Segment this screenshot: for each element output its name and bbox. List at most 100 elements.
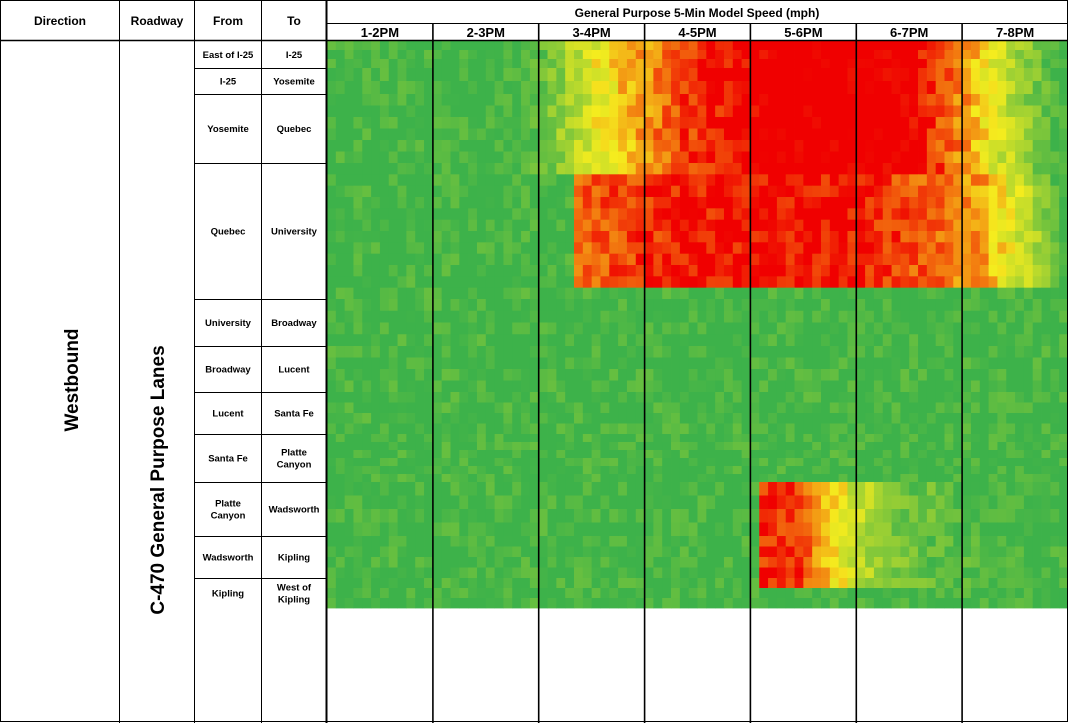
heatmap-cell bbox=[1059, 265, 1068, 277]
heatmap-cell bbox=[397, 242, 407, 255]
heatmap-cell bbox=[970, 50, 981, 60]
heatmap-cell bbox=[415, 219, 425, 232]
heatmap-cell bbox=[353, 322, 363, 335]
heatmap-cell bbox=[424, 322, 434, 335]
heatmap-cell bbox=[512, 450, 522, 459]
heatmap-cell bbox=[785, 105, 795, 118]
heatmap-cell bbox=[882, 310, 892, 323]
heatmap-cell bbox=[565, 128, 575, 141]
heatmap-cell bbox=[353, 402, 363, 414]
heatmap-cell bbox=[759, 509, 769, 523]
heatmap-cell bbox=[459, 522, 469, 537]
heatmap-cell bbox=[397, 557, 407, 568]
heatmap-cell bbox=[468, 117, 478, 129]
heatmap-cell bbox=[494, 322, 504, 335]
heatmap-cell bbox=[882, 450, 892, 459]
heatmap-cell bbox=[609, 128, 619, 141]
heatmap-cell bbox=[609, 253, 619, 266]
heatmap-cell bbox=[582, 546, 593, 558]
heatmap-cell bbox=[750, 450, 760, 459]
heatmap-cell bbox=[406, 50, 416, 60]
heatmap-cell bbox=[953, 578, 963, 589]
heatmap-cell bbox=[715, 140, 725, 152]
heatmap-cell bbox=[803, 151, 813, 164]
heatmap-cell bbox=[706, 242, 716, 255]
heatmap-cell bbox=[997, 413, 1007, 424]
heatmap-cell bbox=[829, 105, 840, 118]
heatmap-cell bbox=[618, 588, 628, 599]
heatmap-cell bbox=[397, 287, 407, 300]
heatmap-cell bbox=[388, 322, 398, 335]
heatmap-cell bbox=[379, 151, 390, 164]
heatmap-cell bbox=[626, 334, 637, 347]
heatmap-cell bbox=[379, 50, 390, 60]
heatmap-cell bbox=[926, 578, 937, 589]
heatmap-cell bbox=[891, 567, 901, 579]
heatmap-cell bbox=[776, 482, 787, 496]
heatmap-cell bbox=[979, 434, 990, 443]
heatmap-cell bbox=[856, 546, 866, 558]
heatmap-cell bbox=[653, 322, 663, 335]
heatmap-cell bbox=[873, 208, 884, 221]
heatmap-cell bbox=[900, 357, 910, 370]
heatmap-cell bbox=[882, 287, 892, 300]
heatmap-cell bbox=[1059, 380, 1068, 393]
heatmap-cell bbox=[1015, 41, 1025, 51]
heatmap-cell bbox=[732, 466, 743, 475]
heatmap-cell bbox=[547, 151, 557, 164]
heatmap-cell bbox=[450, 174, 460, 187]
heatmap-cell bbox=[1050, 287, 1060, 300]
heatmap-cell bbox=[379, 287, 390, 300]
heatmap-cell bbox=[723, 151, 734, 164]
heatmap-cell bbox=[362, 357, 372, 370]
heatmap-cell bbox=[1041, 41, 1051, 51]
heatmap-cell bbox=[679, 442, 690, 451]
heatmap-cell bbox=[626, 546, 637, 558]
heatmap-cell bbox=[759, 105, 769, 118]
heatmap-cell bbox=[424, 253, 434, 266]
heatmap-cell bbox=[379, 434, 390, 443]
heatmap-cell bbox=[591, 105, 601, 118]
heatmap-cell bbox=[1023, 151, 1034, 164]
heatmap-cell bbox=[353, 442, 363, 451]
heatmap-cell bbox=[1059, 81, 1068, 95]
heatmap-cell bbox=[679, 50, 690, 60]
heatmap-cell bbox=[794, 276, 804, 289]
heatmap-cell bbox=[476, 392, 487, 403]
heatmap-cell bbox=[371, 522, 381, 537]
heatmap-cell bbox=[900, 197, 910, 209]
heatmap-cell bbox=[327, 474, 337, 483]
heatmap-cell bbox=[547, 578, 557, 589]
heatmap-cell bbox=[327, 458, 337, 467]
heatmap-cell bbox=[847, 140, 857, 152]
heatmap-cell bbox=[600, 117, 610, 129]
heatmap-cell bbox=[944, 588, 954, 599]
heatmap-cell bbox=[450, 434, 460, 443]
heatmap-cell bbox=[785, 495, 795, 510]
heatmap-cell bbox=[512, 276, 522, 289]
heatmap-cell bbox=[829, 546, 840, 558]
heatmap-cell bbox=[1006, 163, 1016, 175]
heatmap-cell bbox=[1015, 94, 1025, 106]
heatmap-cell bbox=[635, 466, 645, 475]
heatmap-cell bbox=[521, 41, 531, 51]
heatmap-cell bbox=[882, 546, 892, 558]
heatmap-cell bbox=[574, 174, 584, 187]
heatmap-cell bbox=[521, 287, 531, 300]
heatmap-cell bbox=[450, 59, 460, 69]
heatmap-cell bbox=[538, 59, 548, 69]
heatmap-cell bbox=[653, 588, 663, 599]
heatmap-cell bbox=[556, 495, 566, 510]
heatmap-cell bbox=[344, 231, 354, 243]
heatmap-cell bbox=[953, 41, 963, 51]
heatmap-cell bbox=[582, 105, 593, 118]
heatmap-cell bbox=[679, 578, 690, 589]
heatmap-cell bbox=[344, 450, 354, 459]
heatmap-cell bbox=[371, 299, 381, 312]
heatmap-cell bbox=[1006, 174, 1016, 187]
heatmap-cell bbox=[865, 41, 875, 51]
heatmap-cell bbox=[609, 495, 619, 510]
heatmap-cell bbox=[476, 536, 487, 547]
heatmap-cell bbox=[873, 197, 884, 209]
heatmap-cell bbox=[344, 567, 354, 579]
